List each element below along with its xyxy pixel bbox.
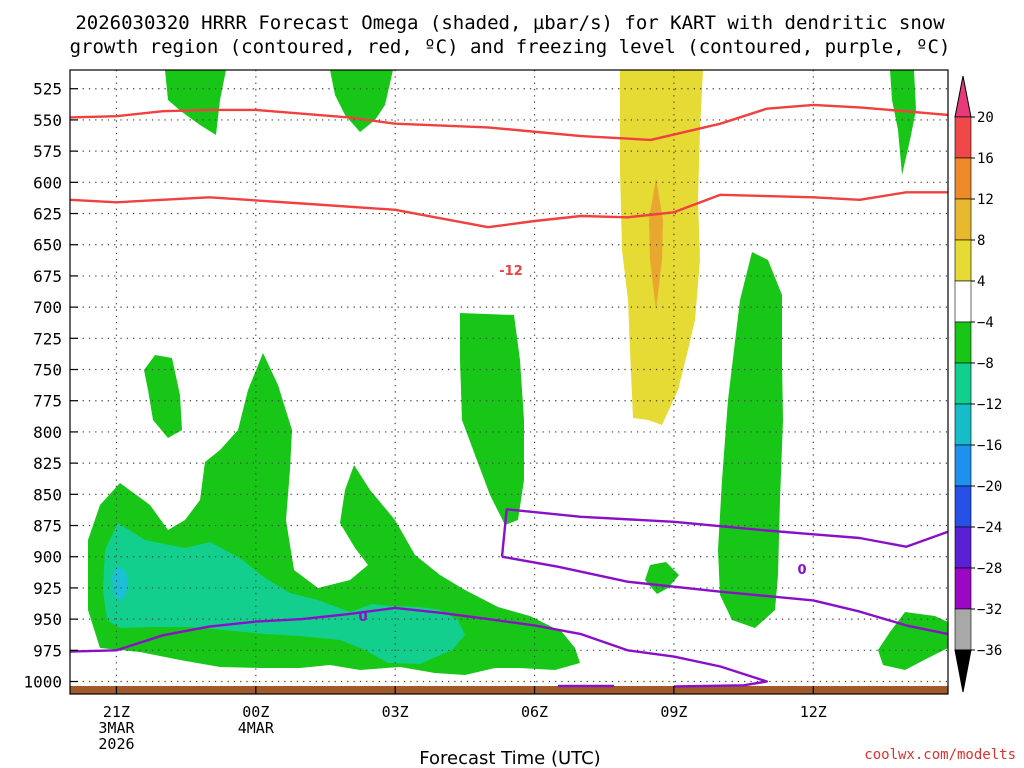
freezing-contour-2 [501, 555, 949, 636]
omega-shade-neg4-top1 [165, 70, 226, 135]
colorbar-swatch-0 [954, 116, 972, 159]
omega-shade-neg8 [103, 523, 465, 664]
xtick-label-0-1: 3MAR [98, 719, 135, 737]
colorbar-label-2: 12 [977, 192, 994, 208]
chart-title-line-1: 2026030320 HRRR Forecast Omega (shaded, … [75, 12, 945, 34]
colorbar-label-8: −16 [977, 438, 1002, 454]
xtick-label-15-0: 12Z [800, 703, 827, 721]
omega-shade-neg4-small [144, 355, 182, 438]
ytick-label-600: 600 [33, 173, 62, 192]
colorbar-swatch-12 [954, 608, 972, 651]
colorbar-label-3: 8 [977, 233, 985, 249]
ytick-label-750: 750 [33, 361, 62, 380]
colorbar-bottom-arrow [954, 649, 972, 693]
y-axis-pressure: 525 550 575 600 625 650 675 700 725 750 775 800 825 8… [23, 80, 78, 692]
dgz-contour-0 [69, 191, 948, 229]
contour-label-freezing-2: 0 [797, 563, 806, 578]
colorbar-swatch-11 [954, 567, 972, 610]
source-credit: coolwx.com/modelts [864, 747, 1016, 763]
x-axis-label: Forecast Time (UTC) [419, 748, 600, 768]
colorbar-swatch-8 [954, 444, 972, 487]
colorbar-swatch-4 [954, 280, 972, 323]
xtick-label-3-0: 00Z [242, 703, 269, 721]
ytick-label-725: 725 [33, 329, 62, 348]
freezing-contour-0 [69, 606, 768, 688]
chart-title-line-2: growth region (contoured, red, ºC) and f… [70, 36, 951, 58]
colorbar-label-7: −12 [977, 397, 1002, 413]
colorbar-label-12: −32 [977, 602, 1002, 618]
ytick-label-550: 550 [33, 111, 62, 130]
temperature-contours [69, 103, 949, 688]
dgz-contour-1 [69, 103, 949, 142]
colorbar-label-1: 16 [977, 151, 994, 167]
colorbar-swatch-1 [954, 157, 972, 200]
colorbar-label-11: −28 [977, 561, 1002, 577]
chart-gridlines [70, 70, 948, 694]
omega-colorbar: 20 16 12 8 4 −4 −8 −12 −16 −20 −24 −28 −32 −36 [954, 75, 1002, 693]
ytick-label-800: 800 [33, 423, 62, 442]
colorbar-swatch-6 [954, 362, 972, 405]
colorbar-top-arrow [954, 75, 972, 118]
colorbar-label-10: −24 [977, 520, 1002, 536]
ytick-label-700: 700 [33, 298, 62, 317]
contour-label-freezing-1: 0 [358, 610, 367, 625]
ytick-label-525: 525 [33, 80, 62, 99]
xtick-label-6-0: 03Z [382, 703, 409, 721]
omega-shade-neg4-mid [460, 313, 524, 525]
colorbar-swatch-10 [954, 526, 972, 569]
colorbar-label-5: −4 [977, 315, 994, 331]
ytick-label-950: 950 [33, 610, 62, 629]
ytick-label-575: 575 [33, 142, 62, 161]
ytick-label-925: 925 [33, 579, 62, 598]
ground-terrain-bar [70, 686, 948, 694]
omega-shade-neg4-right [718, 252, 783, 628]
ytick-label-900: 900 [33, 548, 62, 567]
xtick-label-3-1: 4MAR [238, 719, 275, 737]
omega-shade-neg4-corner [878, 612, 948, 670]
ytick-label-675: 675 [33, 267, 62, 286]
colorbar-label-9: −20 [977, 479, 1002, 495]
ytick-label-975: 975 [33, 641, 62, 660]
ytick-label-850: 850 [33, 485, 62, 504]
xtick-label-9-0: 06Z [521, 703, 548, 721]
ytick-label-650: 650 [33, 236, 62, 255]
omega-shade-pos8 [649, 178, 663, 310]
omega-shade-neg4-top2 [330, 70, 393, 132]
colorbar-swatch-7 [954, 403, 972, 446]
colorbar-swatch-9 [954, 485, 972, 528]
plot-frame [69, 69, 949, 695]
ytick-label-625: 625 [33, 205, 62, 224]
freezing-contour-1 [500, 508, 949, 557]
colorbar-label-4: 4 [977, 274, 985, 290]
omega-shading [88, 70, 948, 675]
xtick-label-0-2: 2026 [98, 735, 134, 753]
xtick-label-12-0: 09Z [660, 703, 687, 721]
ytick-label-1000: 1000 [23, 673, 62, 692]
colorbar-swatch-3 [954, 239, 972, 282]
colorbar-swatch-5 [954, 321, 972, 364]
omega-shade-neg4-blob [645, 562, 679, 594]
ytick-label-775: 775 [33, 392, 62, 411]
contour-label-minus12: -12 [499, 264, 523, 279]
xtick-label-0-0: 21Z [103, 703, 130, 721]
colorbar-label-13: −36 [977, 643, 1002, 659]
ytick-label-875: 875 [33, 517, 62, 536]
colorbar-swatch-2 [954, 198, 972, 241]
contour-labels: -12 0 0 [358, 262, 810, 625]
colorbar-label-0: 20 [977, 110, 994, 126]
omega-shade-neg4-top3 [890, 70, 916, 175]
ytick-label-825: 825 [33, 454, 62, 473]
colorbar-label-6: −8 [977, 356, 994, 372]
